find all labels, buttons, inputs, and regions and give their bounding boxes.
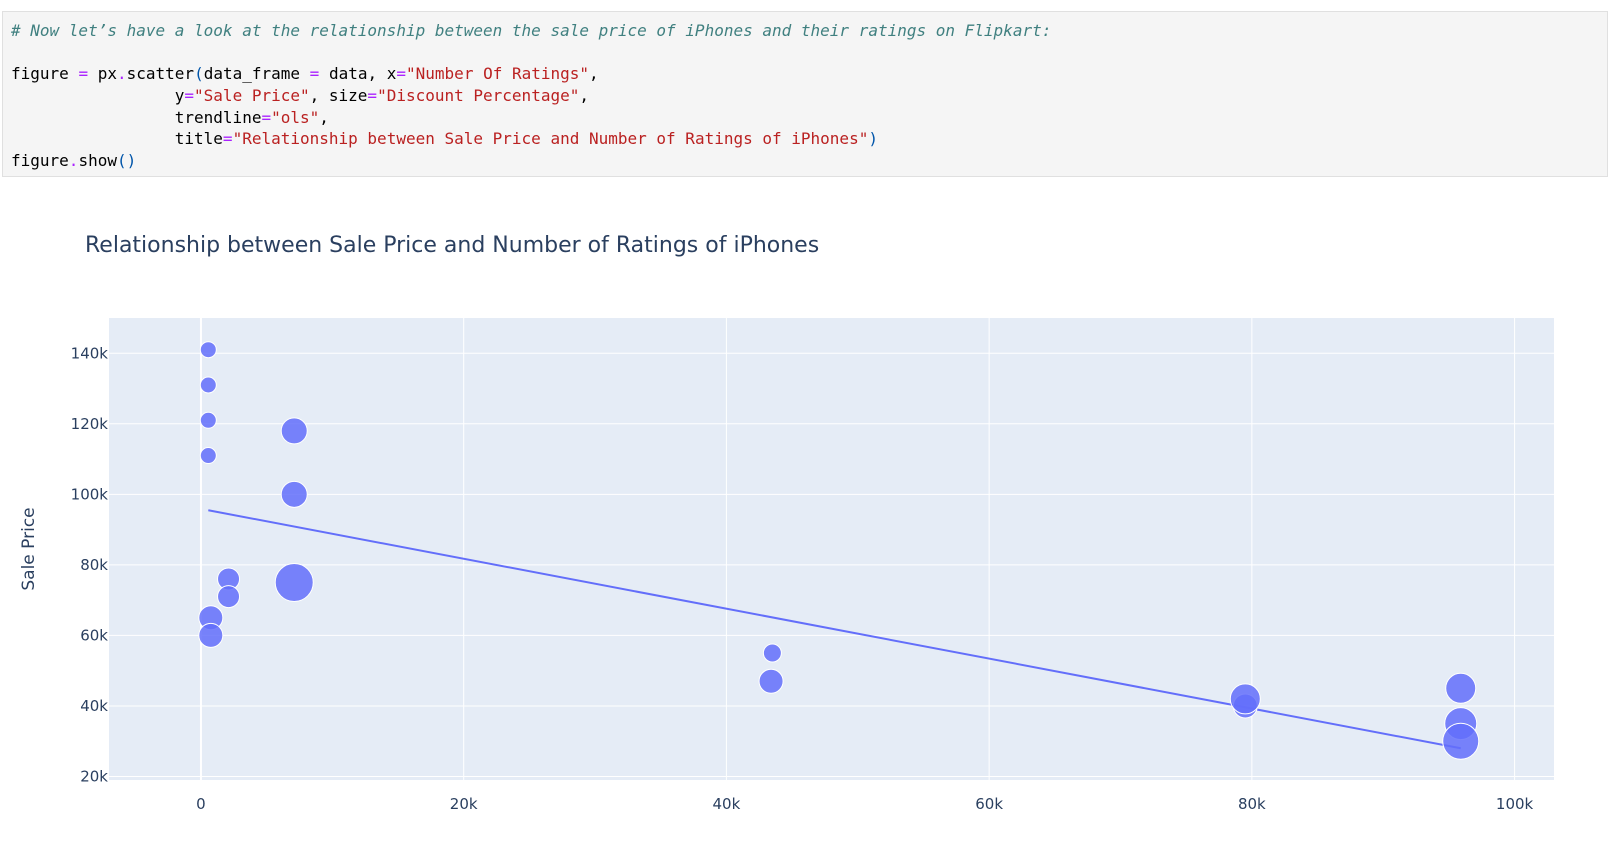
scatter-point[interactable] <box>198 622 224 648</box>
code-line-trendline: trendline="ols", <box>11 107 329 127</box>
scatter-point[interactable] <box>199 447 217 465</box>
code-line-scatter: figure = px.scatter(data_frame = data, x… <box>11 64 599 84</box>
scatter-point[interactable] <box>280 417 308 445</box>
scatter-point[interactable] <box>762 643 782 663</box>
y-tick-label: 40k <box>80 697 108 715</box>
scatter-point[interactable] <box>280 480 308 508</box>
y-tick-label: 100k <box>71 485 109 503</box>
y-tick-label: 60k <box>80 626 108 644</box>
y-axis-label: Sale Price <box>19 507 39 590</box>
y-tick-label: 120k <box>71 415 109 433</box>
code-comment-line: # Now let’s have a look at the relations… <box>11 21 1052 40</box>
y-tick-labels: 20k 40k 60k 80k 100k 120k 140k <box>71 344 109 785</box>
code-line-title: title="Relationship between Sale Price a… <box>11 129 878 149</box>
scatter-point[interactable] <box>217 585 241 609</box>
y-tick-label: 80k <box>80 556 108 574</box>
x-tick-label: 0 <box>196 795 206 813</box>
scatter-point[interactable] <box>1229 683 1261 715</box>
scatter-point[interactable] <box>199 376 217 394</box>
scatter-point[interactable] <box>199 411 217 429</box>
x-tick-label: 100k <box>1496 795 1534 813</box>
y-tick-label: 20k <box>80 767 108 785</box>
code-line-show: figure.show() <box>11 151 137 171</box>
x-tick-labels: 0 20k 40k 60k 80k 100k <box>196 795 1533 813</box>
code-blank-line <box>11 42 1599 64</box>
grid-lines <box>109 318 1554 780</box>
points-layer <box>198 341 1480 760</box>
scatter-chart[interactable]: Relationship between Sale Price and Numb… <box>0 190 1612 842</box>
code-line-y: y="Sale Price", size="Discount Percentag… <box>11 86 589 106</box>
y-tick-label: 140k <box>71 344 109 362</box>
chart-title: Relationship between Sale Price and Numb… <box>85 233 819 258</box>
scatter-point[interactable] <box>199 341 217 359</box>
scatter-point[interactable] <box>1445 672 1477 704</box>
code-cell[interactable]: # Now let’s have a look at the relations… <box>2 11 1608 177</box>
x-tick-label: 60k <box>975 795 1003 813</box>
plot-area[interactable] <box>109 318 1554 780</box>
x-tick-label: 20k <box>450 795 478 813</box>
x-tick-label: 80k <box>1238 795 1266 813</box>
x-tick-label: 40k <box>713 795 741 813</box>
scatter-point[interactable] <box>274 563 314 603</box>
scatter-point[interactable] <box>1442 722 1480 760</box>
scatter-point[interactable] <box>758 668 784 694</box>
